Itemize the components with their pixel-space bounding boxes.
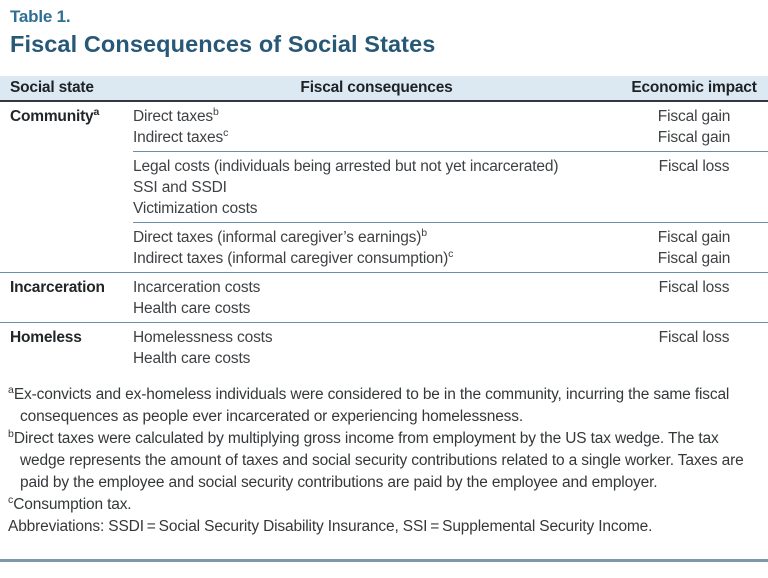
table-section-homeless: Homeless Homelessness costs Fiscal loss … — [0, 322, 768, 372]
social-state-label: Incarceration — [10, 273, 133, 322]
fiscal-consequence: Incarceration costs — [133, 277, 620, 298]
economic-impact: Fiscal gain — [657, 250, 731, 267]
table-row: Homelessness costs Fiscal loss — [133, 327, 768, 348]
footnote-abbreviations: Abbreviations: SSDI = Social Security Di… — [8, 516, 752, 538]
consequence-text: Legal costs (individuals being arrested … — [133, 158, 559, 175]
fiscal-consequence: Indirect taxesc — [133, 127, 620, 148]
table-section-community: Communitya Direct taxesb Fiscal gain Ind… — [0, 102, 768, 272]
consequence-group: Legal costs (individuals being arrested … — [133, 151, 768, 222]
column-header-economic-impact: Economic impact — [631, 79, 757, 96]
footnote-ref-c: c — [223, 126, 229, 139]
economic-impact — [620, 298, 768, 319]
consequence-text: Incarceration costs — [133, 279, 261, 296]
economic-impact: Fiscal loss — [658, 329, 730, 346]
column-header-fiscal-consequences: Fiscal consequences — [300, 79, 453, 96]
footnote-c: cConsumption tax. — [8, 494, 752, 516]
footnote-text: Ex-convicts and ex-homeless individuals … — [13, 386, 730, 425]
footnote-ref-b: b — [421, 226, 428, 239]
footnote-marker: b — [8, 427, 14, 440]
fiscal-consequence: Homelessness costs — [133, 327, 620, 348]
footnote-text: Direct taxes were calculated by multiply… — [13, 430, 744, 491]
economic-impact — [620, 177, 768, 198]
table-row: Direct taxes (informal caregiver’s earni… — [133, 227, 768, 248]
footnote-b: bDirect taxes were calculated by multipl… — [8, 428, 752, 494]
footnote-marker: a — [8, 383, 14, 396]
fiscal-consequence: Health care costs — [133, 298, 620, 319]
fiscal-consequence: Victimization costs — [133, 198, 620, 219]
state-name: Homeless — [10, 329, 82, 346]
consequence-text: Health care costs — [133, 350, 251, 367]
consequence-group: Incarceration costs Fiscal loss Health c… — [133, 273, 768, 322]
section-groups: Incarceration costs Fiscal loss Health c… — [133, 273, 768, 322]
consequence-text: SSI and SSDI — [133, 179, 227, 196]
table-header-row: Social state Fiscal consequences Economi… — [0, 76, 768, 102]
table-row: Health care costs — [133, 298, 768, 319]
table-section-incarceration: Incarceration Incarceration costs Fiscal… — [0, 272, 768, 322]
table-row: Indirect taxesc Fiscal gain — [133, 127, 768, 148]
economic-impact: Fiscal gain — [657, 108, 731, 125]
consequence-text: Direct taxes — [133, 108, 214, 125]
consequence-group: Direct taxes (informal caregiver’s earni… — [133, 222, 768, 272]
table-number: Table 1. — [10, 7, 71, 26]
state-name: Community — [10, 108, 94, 125]
footnote-ref-c: c — [448, 247, 454, 260]
table-row: Direct taxesb Fiscal gain — [133, 106, 768, 127]
social-state-label: Homeless — [10, 323, 133, 372]
consequence-group: Homelessness costs Fiscal loss Health ca… — [133, 323, 768, 372]
social-state-label: Communitya — [10, 102, 133, 272]
footnote-text: Abbreviations: SSDI = Social Security Di… — [8, 518, 653, 535]
section-groups: Direct taxesb Fiscal gain Indirect taxes… — [133, 102, 768, 272]
table-footnotes: aEx-convicts and ex-homeless individuals… — [8, 384, 752, 538]
table-row: Health care costs — [133, 348, 768, 369]
consequence-text: Victimization costs — [133, 200, 258, 217]
consequence-text: Homelessness costs — [133, 329, 273, 346]
table-row: SSI and SSDI — [133, 177, 768, 198]
fiscal-consequence: SSI and SSDI — [133, 177, 620, 198]
footnote-a: aEx-convicts and ex-homeless individuals… — [8, 384, 752, 428]
economic-impact: Fiscal gain — [657, 229, 731, 246]
table-row: Victimization costs — [133, 198, 768, 219]
table-row: Incarceration costs Fiscal loss — [133, 277, 768, 298]
footnote-ref-a: a — [93, 105, 100, 118]
fiscal-consequence: Direct taxes (informal caregiver’s earni… — [133, 227, 620, 248]
table-title: Fiscal Consequences of Social States — [10, 31, 436, 57]
section-groups: Homelessness costs Fiscal loss Health ca… — [133, 323, 768, 372]
economic-impact: Fiscal gain — [657, 129, 731, 146]
footnote-marker: c — [8, 493, 14, 506]
fiscal-consequence: Health care costs — [133, 348, 620, 369]
footnote-text: Consumption tax. — [13, 496, 132, 513]
fiscal-consequence: Legal costs (individuals being arrested … — [133, 156, 620, 177]
fiscal-consequence: Direct taxesb — [133, 106, 620, 127]
fiscal-consequence: Indirect taxes (informal caregiver consu… — [133, 248, 620, 269]
consequence-text: Indirect taxes — [133, 129, 224, 146]
table-row: Indirect taxes (informal caregiver consu… — [133, 248, 768, 269]
consequence-text: Direct taxes (informal caregiver’s earni… — [133, 229, 422, 246]
consequence-text: Indirect taxes (informal caregiver consu… — [133, 250, 449, 267]
state-name: Incarceration — [10, 279, 105, 296]
consequence-text: Health care costs — [133, 300, 251, 317]
economic-impact: Fiscal loss — [658, 158, 730, 175]
consequence-group: Direct taxesb Fiscal gain Indirect taxes… — [133, 102, 768, 151]
footnote-ref-b: b — [213, 105, 219, 118]
economic-impact — [620, 348, 768, 369]
economic-impact — [620, 198, 768, 219]
figure-bottom-rule — [0, 559, 768, 562]
column-header-social-state: Social state — [10, 79, 94, 96]
fiscal-consequences-table: Social state Fiscal consequences Economi… — [0, 76, 768, 372]
economic-impact: Fiscal loss — [658, 279, 730, 296]
table-row: Legal costs (individuals being arrested … — [133, 156, 768, 177]
